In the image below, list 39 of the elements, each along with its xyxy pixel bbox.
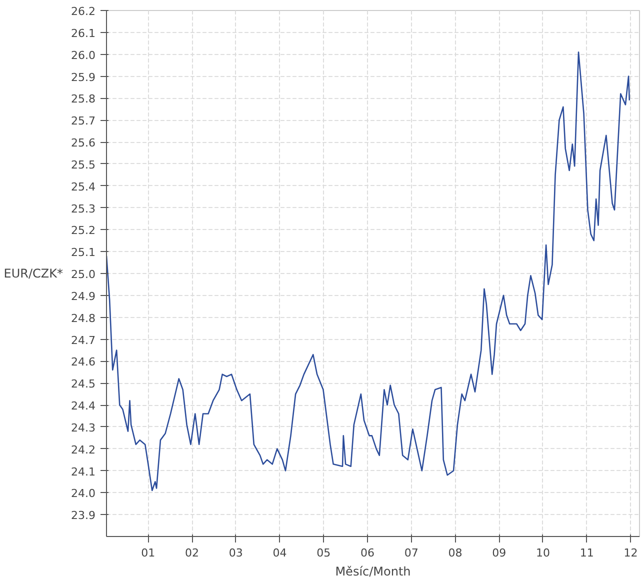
y-tick-label: 24.1 <box>71 465 96 478</box>
y-tick-label: 24.7 <box>71 334 96 347</box>
y-axis-title: EUR/CZK* <box>4 266 64 280</box>
y-tick-label: 25.6 <box>71 136 96 150</box>
y-tick-label: 24.8 <box>71 312 96 325</box>
x-tick-label: 08 <box>448 546 462 560</box>
y-tick-label: 25.4 <box>71 180 96 194</box>
y-tick-label: 23.9 <box>71 509 96 522</box>
y-tick-label: 26.0 <box>71 48 96 62</box>
x-tick-label: 04 <box>272 546 287 560</box>
y-tick-label: 25.9 <box>71 70 96 84</box>
y-tick-label: 25.8 <box>71 92 96 106</box>
y-tick-label: 25.2 <box>71 224 96 238</box>
y-tick-label: 24.3 <box>71 421 96 434</box>
y-tick-label: 26.2 <box>71 5 96 18</box>
x-tick-label: 10 <box>536 546 550 560</box>
y-tick-label: 24.9 <box>71 290 96 303</box>
y-tick-label: 24.2 <box>71 443 96 456</box>
y-tick-label: 24.5 <box>71 378 96 391</box>
x-axis-title: Měsíc/Month <box>335 564 411 578</box>
x-tick-label: 02 <box>185 546 200 560</box>
y-tick-label: 24.0 <box>71 487 96 500</box>
x-tick-label: 06 <box>360 546 375 560</box>
y-tick-label: 25.5 <box>71 158 96 172</box>
y-tick-label: 24.6 <box>71 356 96 369</box>
y-tick-label: 25.0 <box>71 268 96 281</box>
y-tick-label: 25.7 <box>71 114 96 128</box>
x-tick-label: 12 <box>624 546 638 560</box>
y-tick-label: 26.1 <box>71 26 96 40</box>
y-tick-label: 25.1 <box>71 246 96 260</box>
x-tick-label: 07 <box>404 546 418 560</box>
line-series <box>106 51 630 492</box>
x-tick-label: 01 <box>141 546 156 560</box>
y-tick-label: 24.4 <box>71 400 96 412</box>
y-tick-label: 25.3 <box>71 202 96 216</box>
x-tick-label: 11 <box>580 546 594 560</box>
x-tick-label: 05 <box>316 546 331 560</box>
x-tick-label: 03 <box>228 546 243 560</box>
x-tick-label: 09 <box>492 546 506 560</box>
